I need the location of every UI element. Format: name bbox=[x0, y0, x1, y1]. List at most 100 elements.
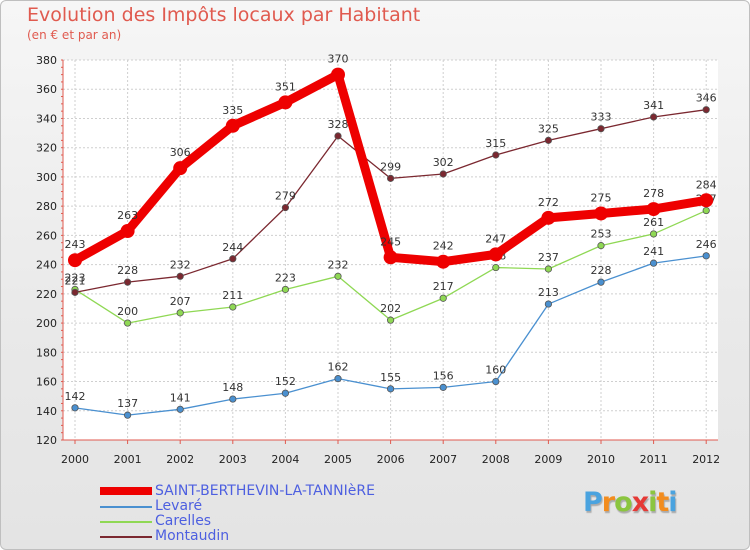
data-point bbox=[71, 404, 79, 412]
data-label: 207 bbox=[170, 295, 191, 308]
logo-letter: r bbox=[601, 487, 615, 518]
proxiti-logo: Proxiti bbox=[583, 487, 678, 518]
data-point bbox=[597, 242, 605, 250]
y-tick-label: 320 bbox=[36, 142, 57, 155]
legend-swatch-montaudin bbox=[100, 536, 152, 538]
legend-label-saint-berthevin: SAINT-BERTHEVIN-LA-TANNIèRE bbox=[155, 483, 375, 499]
y-tick-label: 200 bbox=[36, 317, 57, 330]
logo-letter: i bbox=[668, 487, 677, 518]
data-label: 261 bbox=[643, 216, 664, 229]
data-label: 306 bbox=[170, 146, 191, 159]
data-point bbox=[281, 204, 289, 212]
data-label: 221 bbox=[65, 274, 86, 287]
data-label: 370 bbox=[328, 53, 349, 66]
data-label: 333 bbox=[591, 111, 612, 124]
data-label: 263 bbox=[117, 209, 138, 222]
y-tick-label: 140 bbox=[36, 405, 57, 418]
data-label: 223 bbox=[275, 271, 296, 284]
data-label: 246 bbox=[696, 238, 717, 251]
x-tick-label: 2005 bbox=[324, 453, 352, 466]
series-carelles: 223200207211223232202217238237253261277 bbox=[65, 193, 717, 327]
data-label: 232 bbox=[170, 258, 191, 271]
legend-swatch-saint-berthevin bbox=[100, 487, 152, 495]
data-label: 335 bbox=[222, 104, 243, 117]
data-label: 315 bbox=[485, 137, 506, 150]
data-label: 253 bbox=[591, 228, 612, 241]
data-point bbox=[649, 230, 658, 238]
x-tick-label: 2003 bbox=[219, 453, 247, 466]
data-label: 279 bbox=[275, 190, 296, 203]
data-point bbox=[386, 174, 395, 182]
data-label: 325 bbox=[538, 122, 559, 135]
legend-label-montaudin: Montaudin bbox=[155, 528, 230, 544]
data-label: 278 bbox=[643, 187, 664, 200]
y-tick-label: 120 bbox=[36, 434, 57, 447]
data-label: 284 bbox=[696, 178, 717, 191]
data-label: 328 bbox=[328, 118, 349, 131]
data-label: 148 bbox=[222, 381, 243, 394]
x-tick-label: 2004 bbox=[271, 453, 299, 466]
data-point bbox=[594, 206, 608, 221]
data-label: 200 bbox=[117, 305, 138, 318]
data-point bbox=[281, 389, 289, 397]
data-point bbox=[492, 151, 500, 159]
data-label: 160 bbox=[485, 364, 506, 377]
data-point bbox=[597, 278, 605, 286]
data-point bbox=[646, 202, 661, 217]
data-label: 247 bbox=[485, 232, 506, 245]
data-label: 228 bbox=[117, 264, 138, 277]
y-tick-label: 180 bbox=[36, 346, 57, 359]
data-label: 211 bbox=[222, 289, 243, 302]
y-tick-label: 280 bbox=[36, 200, 57, 213]
data-point bbox=[699, 193, 714, 208]
x-tick-label: 2007 bbox=[429, 453, 457, 466]
data-point bbox=[334, 132, 342, 140]
x-tick-label: 2011 bbox=[640, 453, 668, 466]
legend-swatch-carelles bbox=[100, 521, 152, 523]
y-tick-label: 220 bbox=[36, 288, 57, 301]
data-point bbox=[334, 375, 342, 383]
data-label: 232 bbox=[328, 258, 349, 271]
data-point bbox=[176, 272, 184, 280]
data-point bbox=[492, 377, 500, 386]
data-label: 237 bbox=[538, 251, 559, 264]
x-tick-label: 2002 bbox=[166, 453, 194, 466]
chart-title: Evolution des Impôts locaux par Habitant bbox=[27, 4, 421, 26]
data-label: 137 bbox=[117, 397, 138, 410]
data-label: 346 bbox=[696, 92, 717, 105]
data-point bbox=[492, 263, 500, 272]
legend-label-levare: Levaré bbox=[155, 498, 203, 514]
legend-label-carelles: Carelles bbox=[155, 513, 212, 529]
data-point bbox=[544, 300, 553, 308]
data-label: 213 bbox=[538, 286, 559, 299]
y-tick-label: 240 bbox=[36, 259, 57, 272]
data-label: 243 bbox=[65, 238, 86, 251]
data-point bbox=[439, 383, 447, 391]
data-point bbox=[225, 118, 240, 133]
x-tick-label: 2009 bbox=[534, 453, 562, 466]
data-label: 155 bbox=[380, 371, 401, 384]
data-point bbox=[334, 272, 342, 280]
logo-letter: x bbox=[631, 487, 649, 518]
data-point bbox=[229, 255, 237, 263]
logo-letter: P bbox=[583, 487, 603, 518]
data-point bbox=[281, 285, 289, 294]
y-tick-label: 380 bbox=[36, 54, 57, 67]
data-point bbox=[331, 67, 345, 82]
data-label: 142 bbox=[65, 390, 86, 403]
data-point bbox=[68, 253, 82, 268]
data-point bbox=[124, 411, 132, 419]
data-label: 351 bbox=[275, 80, 296, 93]
data-label: 244 bbox=[222, 241, 243, 254]
data-point bbox=[702, 252, 710, 260]
data-point bbox=[173, 161, 188, 176]
data-label: 341 bbox=[643, 99, 664, 112]
data-label: 156 bbox=[433, 369, 454, 382]
data-label: 241 bbox=[643, 245, 664, 258]
data-point bbox=[120, 224, 135, 238]
data-label: 223 bbox=[65, 271, 86, 284]
data-label: 141 bbox=[170, 391, 191, 404]
x-tick-label: 2012 bbox=[692, 453, 720, 466]
data-point bbox=[229, 303, 237, 311]
data-label: 202 bbox=[380, 302, 401, 315]
